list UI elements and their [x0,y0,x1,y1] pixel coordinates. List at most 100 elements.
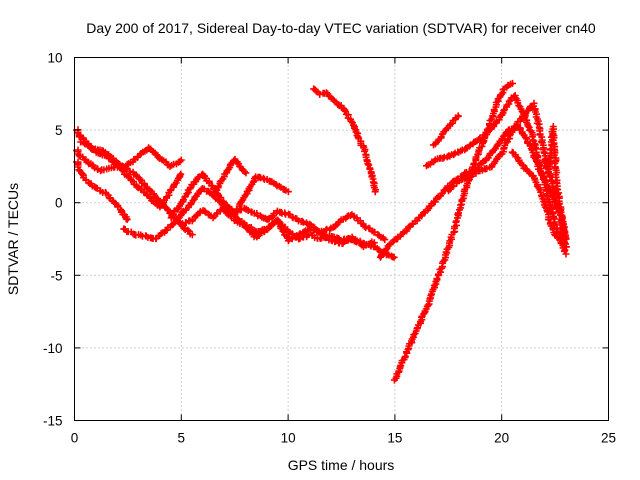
data-point [538,165,542,168]
data-point [184,227,188,231]
data-point [308,233,311,237]
data-point [444,252,448,255]
data-point [169,215,173,219]
data-point [436,157,439,161]
data-point [466,146,469,149]
data-point [169,189,173,193]
y-tick-label: -5 [50,268,62,283]
data-point [276,183,279,187]
data-point [126,175,130,179]
data-point [496,143,499,147]
data-point [511,82,514,85]
data-point [431,143,435,147]
data-point [201,208,205,212]
data-point [560,215,563,219]
data-point [126,218,130,222]
data-point [254,212,258,216]
data-point [190,201,194,205]
data-point [440,134,444,138]
data-point [485,131,489,135]
series-arc-12 [390,79,516,384]
data-point [547,172,551,176]
data-point [478,169,482,173]
data-point [528,143,531,147]
data-point [143,234,147,238]
data-point [111,157,115,161]
series-arc-3 [73,158,131,223]
data-point [511,150,514,154]
data-point [543,150,546,154]
data-point [485,157,489,161]
data-point [555,186,559,190]
plot-frame [74,57,609,421]
data-point [147,146,151,149]
data-point [513,93,516,97]
data-point [143,183,147,187]
data-point [190,218,194,222]
data-point [233,218,237,222]
data-point [179,159,183,163]
data-point [325,90,328,94]
data-point [468,175,472,179]
data-point [547,198,551,202]
data-point [521,114,525,117]
data-point [551,125,555,129]
data-point [83,178,87,181]
series-arc-4 [77,138,196,239]
data-point [297,218,301,222]
data-point [457,150,461,154]
data-point [457,114,461,117]
data-point [286,189,290,193]
data-point [190,233,194,237]
x-tick-label: 5 [178,431,186,446]
series-arc-9 [221,207,378,251]
data-point [564,244,568,248]
series-arc-16 [508,148,570,251]
x-tick-label: 15 [387,431,402,446]
data-point [564,233,568,237]
data-point [132,172,136,176]
data-point [446,189,450,193]
y-tick-label: 0 [55,196,63,211]
series-arc-14 [430,112,462,149]
data-point [211,215,215,219]
data-point [393,256,397,260]
chart-title: Day 200 of 2017, Sidereal Day-to-day VTE… [86,20,596,36]
data-point [308,223,311,226]
data-point [254,236,258,239]
data-point [147,195,151,199]
data-point [530,131,533,135]
data-point [90,146,93,149]
data-point [312,88,316,91]
data-point [201,172,205,176]
data-point [222,175,226,179]
data-point [308,227,311,231]
data-point [244,207,247,210]
data-point [179,172,183,176]
data-point [211,186,215,190]
data-point [222,208,226,212]
data-point [532,175,536,179]
data-point [329,96,333,100]
data-point [329,239,333,242]
data-point [457,179,461,183]
data-point [265,178,269,181]
data-point [154,195,158,199]
data-point [382,237,386,241]
data-point [171,223,175,226]
data-point [374,189,378,193]
data-point [421,212,425,216]
data-point [449,122,452,126]
data-point [500,151,504,155]
data-point [154,237,158,241]
axis-ticks: 0 5 10 15 20 25 -15 -10 -5 0 5 10 [43,51,616,446]
data-point [361,223,365,226]
data-point [329,227,333,231]
data-point [190,183,194,187]
data-point [357,136,360,139]
data-point [169,165,173,168]
data-point [361,244,365,248]
data-point [461,194,465,197]
y-tick-label: 10 [47,51,62,66]
